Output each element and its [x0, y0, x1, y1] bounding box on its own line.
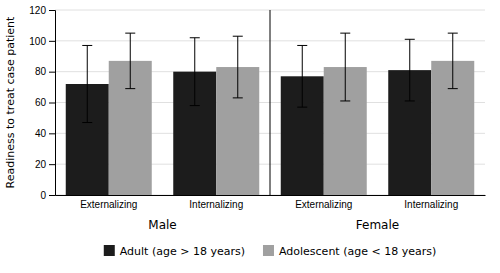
error-bar: [190, 38, 200, 106]
x-tick: Internalizing: [189, 199, 243, 210]
y-tick-mark: [49, 41, 55, 42]
error-cap: [340, 33, 350, 34]
error-line: [409, 39, 410, 101]
x-axis-line: [56, 195, 486, 196]
error-line: [194, 38, 195, 106]
chart: 0 20 40 60 80 100 120 Externalizing Internalizin…: [0, 0, 500, 273]
y-tick: 100: [29, 36, 55, 47]
plot: 0 20 40 60 80 100 120 Externalizing Internalizin…: [29, 5, 485, 232]
legend-label: Adolescent (age < 18 years): [279, 245, 436, 258]
group-separator: [270, 10, 271, 195]
y-tick-label: 40: [35, 128, 47, 139]
y-tick-label: 80: [35, 66, 47, 77]
y-tick: 40: [35, 128, 55, 139]
error-line: [302, 45, 303, 107]
error-line: [452, 33, 453, 89]
error-line: [345, 33, 346, 101]
error-cap: [340, 100, 350, 101]
error-cap: [297, 107, 307, 108]
y-tick-mark: [49, 103, 55, 104]
error-cap: [82, 122, 92, 123]
group-label: Male: [148, 218, 176, 232]
legend-label: Adult (age > 18 years): [120, 245, 245, 258]
x-tick-label: Externalizing: [295, 199, 352, 210]
error-line: [87, 45, 88, 122]
y-axis: 0 20 40 60 80 100 120: [29, 5, 55, 201]
error-line: [237, 36, 238, 98]
error-cap: [233, 97, 243, 98]
series: [66, 38, 432, 195]
error-cap: [233, 36, 243, 37]
y-axis-title: Readiness to treat case patient: [4, 16, 17, 188]
legend-item: Adult (age > 18 years): [104, 245, 245, 258]
x-tick-label: Internalizing: [189, 199, 243, 210]
x-tick: Externalizing: [80, 199, 137, 210]
y-tick-label: 120: [29, 5, 46, 16]
error-line: [130, 33, 131, 89]
x-tick-label: Internalizing: [404, 199, 458, 210]
y-tick-mark: [49, 164, 55, 165]
x-tick-label: Externalizing: [80, 199, 137, 210]
y-tick-mark: [49, 72, 55, 73]
grid: [55, 10, 485, 195]
error-cap: [405, 100, 415, 101]
y-axis-line: [49, 11, 56, 196]
y-tick: 80: [35, 66, 55, 77]
legend-item: Adolescent (age < 18 years): [263, 245, 436, 258]
legend-swatch: [263, 245, 274, 256]
legend-swatch: [104, 245, 115, 256]
y-tick: 120: [29, 5, 55, 16]
error-bar: [82, 45, 92, 122]
y-tick-mark: [49, 10, 55, 11]
error-bar: [125, 33, 135, 89]
error-bar: [448, 33, 458, 89]
error-cap: [82, 45, 92, 46]
error-cap: [125, 88, 135, 89]
y-tick-label: 60: [35, 97, 47, 108]
error-bar: [405, 39, 415, 101]
error-bar: [297, 45, 307, 107]
error-cap: [448, 33, 458, 34]
marks: [66, 33, 475, 195]
error-cap: [448, 88, 458, 89]
legend: Adult (age > 18 years) Adolescent (age < …: [104, 245, 436, 258]
error-cap: [190, 105, 200, 106]
error-cap: [125, 33, 135, 34]
error-cap: [190, 37, 200, 38]
y-tick-label: 20: [35, 159, 47, 170]
error-cap: [297, 45, 307, 46]
y-tick-mark: [49, 195, 55, 196]
series: [109, 33, 475, 195]
y-tick-label: 100: [29, 36, 46, 47]
x-tick: Internalizing: [404, 199, 458, 210]
error-bar: [340, 33, 350, 101]
error-bar: [233, 36, 243, 98]
y-tick: 20: [35, 159, 55, 170]
group-label: Female: [356, 218, 399, 232]
y-tick: 60: [35, 97, 55, 108]
y-tick-mark: [49, 133, 55, 134]
y-tick: 0: [40, 190, 55, 201]
x-axis: Externalizing Internalizing Externalizing I…: [56, 196, 486, 211]
y-tick-label: 0: [40, 190, 46, 201]
error-cap: [405, 39, 415, 40]
x-tick: Externalizing: [295, 199, 352, 210]
